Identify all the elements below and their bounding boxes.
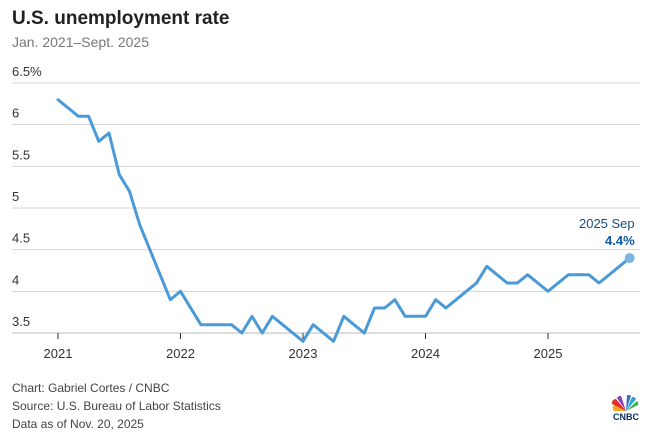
y-tick-label: 5	[12, 189, 19, 204]
y-tick-label: 4.5	[12, 231, 30, 246]
annotation-label: 2025 Sep	[579, 216, 635, 231]
chart-title: U.S. unemployment rate	[12, 8, 230, 29]
x-tick-label: 2025	[534, 346, 563, 361]
chart-credit: Chart: Gabriel Cortes / CNBC	[12, 381, 170, 395]
data-date: Data as of Nov. 20, 2025	[12, 417, 144, 431]
last-point-marker	[624, 253, 635, 264]
annotation-value: 4.4%	[605, 233, 635, 248]
y-tick-label: 3.5	[12, 314, 30, 329]
x-tick-label: 2023	[289, 346, 318, 361]
x-tick-label: 2021	[44, 346, 73, 361]
y-tick-label: 5.5	[12, 147, 30, 162]
chart-source: Source: U.S. Bureau of Labor Statistics	[12, 399, 221, 413]
series-line	[56, 98, 632, 343]
cnbc-logo: CNBC	[608, 394, 644, 426]
x-tick-label: 2022	[166, 346, 195, 361]
y-tick-label: 6.5%	[12, 64, 42, 79]
chart-subtitle: Jan. 2021–Sept. 2025	[12, 34, 150, 50]
logo-text: CNBC	[613, 412, 639, 421]
x-tick-label: 2024	[411, 346, 440, 361]
y-tick-label: 6	[12, 106, 19, 121]
y-tick-label: 4	[12, 272, 19, 287]
